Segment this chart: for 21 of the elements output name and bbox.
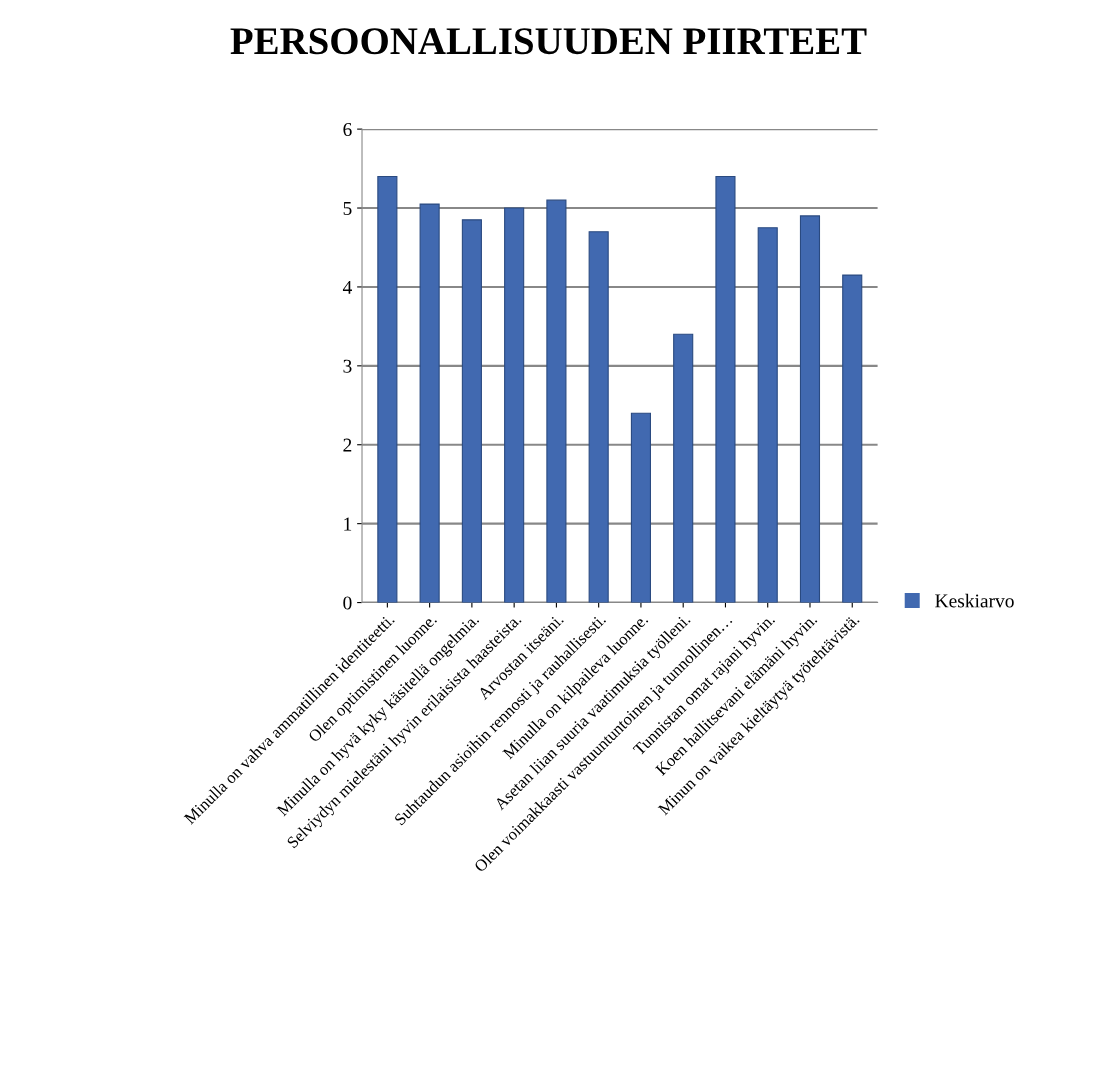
legend-label: Keskiarvo — [935, 593, 1014, 608]
chart-title: PERSOONALLISUUDEN PIIRTEET — [230, 28, 867, 55]
bar — [504, 207, 525, 603]
y-tick-label: 2 — [343, 438, 352, 452]
bar — [630, 412, 651, 603]
bar — [673, 333, 694, 603]
y-tick-label: 0 — [343, 596, 352, 610]
bar — [757, 227, 778, 603]
bar — [461, 219, 482, 603]
y-tick-label: 4 — [342, 280, 352, 294]
bar — [419, 203, 440, 603]
y-tick-label: 5 — [343, 202, 352, 215]
y-tick-label: 6 — [343, 122, 352, 137]
bar — [842, 274, 863, 603]
bar — [377, 175, 398, 603]
y-tick-label: 1 — [344, 517, 352, 531]
bar — [546, 199, 567, 603]
bar — [799, 215, 821, 603]
bar — [588, 231, 609, 603]
y-tick-label: 3 — [343, 359, 352, 373]
bar — [715, 175, 736, 603]
